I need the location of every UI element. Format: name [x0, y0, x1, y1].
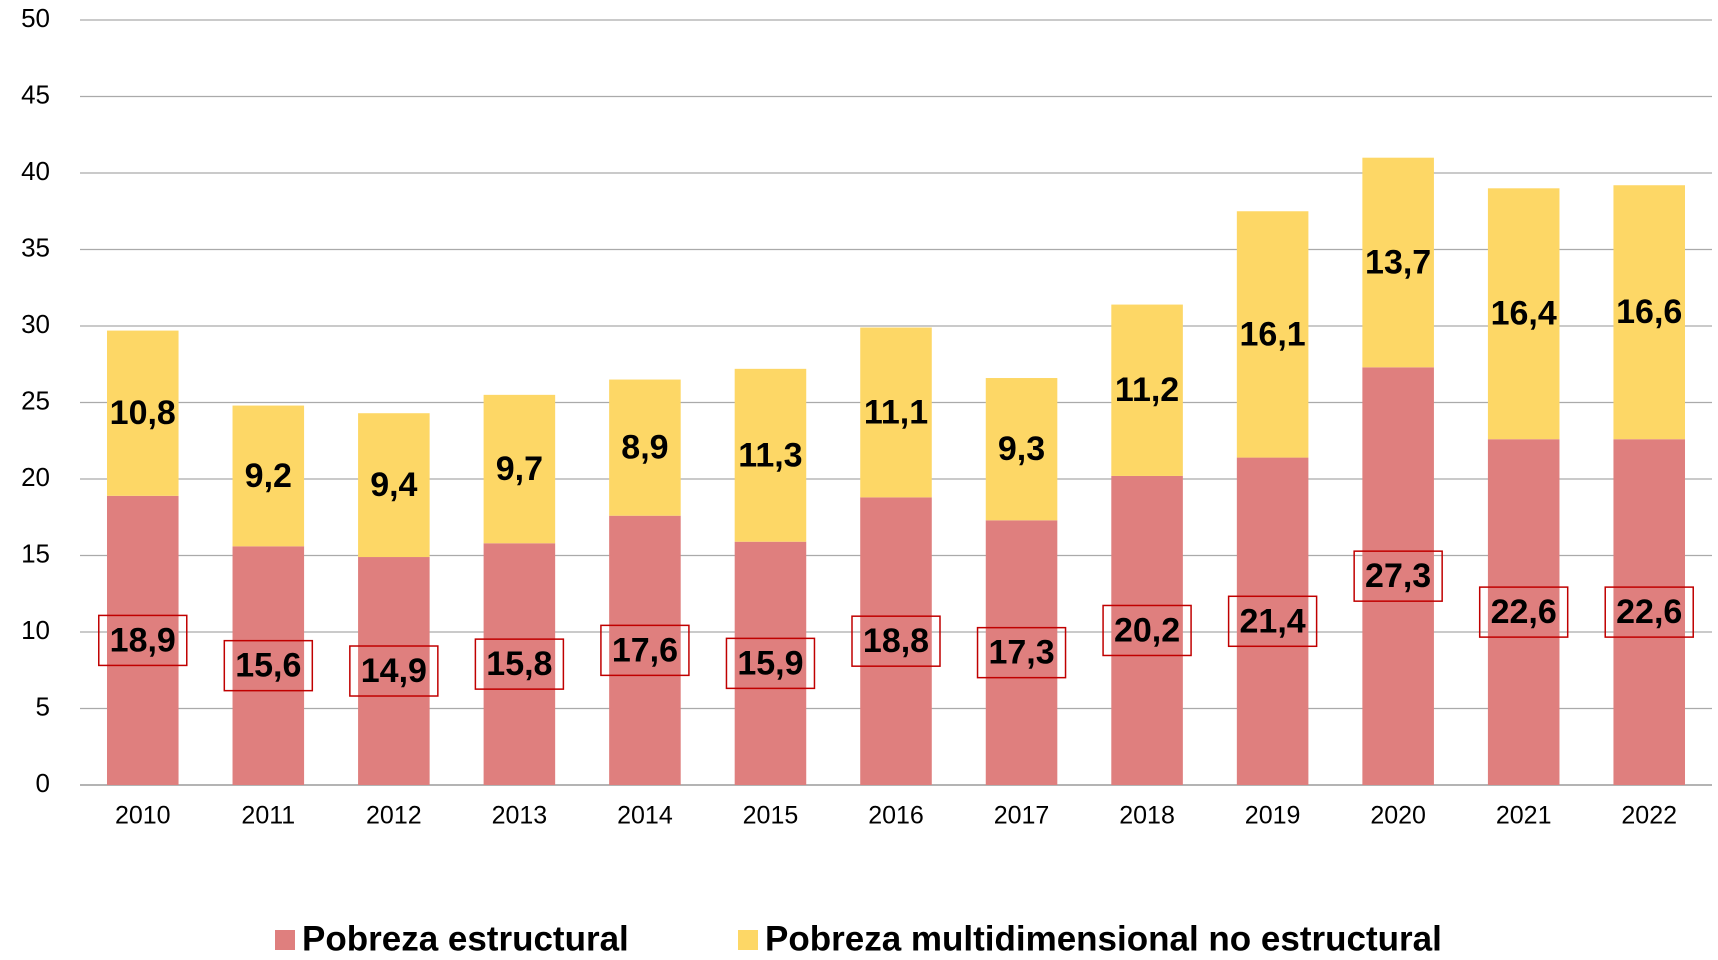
bar-segment [483, 543, 556, 785]
y-tick-label: 25 [21, 385, 50, 415]
x-tick-label: 2011 [241, 802, 295, 830]
y-tick-label: 10 [21, 615, 50, 645]
label-box [349, 645, 439, 697]
bar-segment [1487, 439, 1560, 785]
bar-segment [609, 379, 681, 516]
data-label: 15,8 [486, 645, 552, 683]
x-tick-label: 2012 [366, 802, 422, 830]
label-box [1102, 604, 1192, 657]
label-box [976, 626, 1067, 679]
legend-swatch [738, 930, 758, 950]
x-tick-label: 2016 [868, 802, 924, 830]
bar-segment [1362, 157, 1434, 368]
bar-segment [860, 327, 932, 498]
data-label: 18,9 [110, 621, 176, 659]
legend-swatch [275, 930, 295, 950]
bar-segment [609, 515, 681, 785]
x-tick-label: 2020 [1370, 802, 1426, 830]
label-box [725, 637, 816, 690]
y-tick-label: 0 [36, 768, 50, 798]
data-label: 16,4 [1491, 295, 1557, 333]
y-tick-label: 20 [21, 462, 50, 492]
data-label: 9,2 [245, 457, 292, 495]
bar-segment [734, 368, 807, 542]
data-label: 21,4 [1240, 602, 1306, 640]
x-tick-label: 2014 [617, 802, 673, 830]
x-tick-label: 2022 [1621, 802, 1677, 830]
x-tick-label: 2019 [1245, 802, 1301, 830]
label-box [1478, 586, 1569, 638]
data-label: 15,9 [737, 644, 803, 682]
label-box [851, 615, 941, 667]
x-tick-label: 2021 [1496, 802, 1552, 830]
y-tick-label: 40 [21, 156, 50, 186]
data-label: 17,3 [988, 634, 1054, 672]
x-tick-label: 2015 [743, 802, 799, 830]
label-box [1604, 586, 1694, 638]
x-tick-label: 2018 [1119, 802, 1175, 830]
legend-label: Pobreza estructural [302, 919, 629, 958]
label-box [600, 624, 690, 677]
bar-segment [106, 495, 179, 785]
data-label: 9,4 [370, 466, 417, 504]
label-box [1227, 595, 1318, 648]
y-tick-label: 35 [21, 232, 50, 262]
bar-segment [483, 394, 556, 544]
data-label: 17,6 [612, 631, 678, 669]
data-label: 8,9 [621, 429, 668, 467]
y-tick-label: 5 [36, 691, 50, 721]
label-box [223, 639, 314, 692]
bar-segment [1487, 188, 1560, 440]
data-label: 22,6 [1491, 593, 1557, 631]
data-label: 11,3 [738, 436, 802, 474]
data-label: 22,6 [1616, 593, 1682, 631]
y-tick-label: 30 [21, 309, 50, 339]
data-label: 10,8 [110, 394, 176, 432]
data-label: 14,9 [361, 652, 427, 690]
data-label: 13,7 [1365, 243, 1431, 281]
bar-segment [1236, 211, 1309, 458]
label-box [474, 638, 565, 690]
data-label: 20,2 [1114, 611, 1180, 649]
bar-segment [1111, 475, 1183, 785]
x-tick-label: 2010 [115, 802, 171, 830]
data-label: 18,8 [863, 622, 929, 660]
label-box [98, 614, 188, 667]
bar-segment [358, 413, 430, 558]
bar-segment [985, 378, 1058, 521]
bar-segment [232, 405, 305, 547]
bar-segment [232, 546, 305, 785]
x-tick-label: 2017 [994, 802, 1050, 830]
data-label: 9,7 [496, 450, 543, 488]
y-tick-label: 45 [21, 79, 50, 109]
bar-segment [1613, 439, 1686, 785]
data-label: 16,1 [1240, 315, 1306, 353]
x-tick-label: 2013 [492, 802, 548, 830]
bar-segment [1236, 457, 1309, 785]
data-label: 11,2 [1115, 371, 1179, 409]
data-label: 11,1 [864, 393, 928, 431]
bar-segment [1111, 304, 1183, 476]
bar-segment [358, 557, 430, 785]
label-box [1353, 550, 1443, 602]
bar-segment [106, 330, 179, 496]
data-label: 9,3 [998, 430, 1045, 468]
bar-segment [734, 541, 807, 785]
legend-label: Pobreza multidimensional no estructural [765, 919, 1442, 958]
bar-segment [1613, 185, 1686, 440]
bar-segment [860, 497, 932, 785]
data-label: 15,6 [235, 647, 301, 685]
data-label: 27,3 [1365, 557, 1431, 595]
bar-segment [1362, 367, 1434, 785]
y-tick-label: 50 [21, 3, 50, 33]
data-label: 16,6 [1616, 293, 1682, 331]
y-tick-label: 15 [21, 538, 50, 568]
bar-segment [985, 520, 1058, 785]
